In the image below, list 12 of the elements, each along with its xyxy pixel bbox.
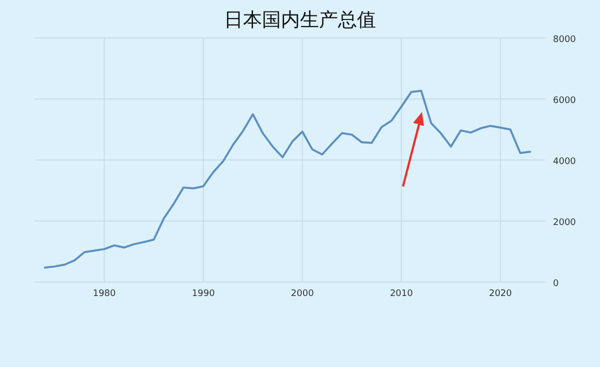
x-tick-label: 2000: [290, 289, 314, 299]
x-tick-label: 1980: [92, 289, 116, 299]
y-tick-label: 6000: [553, 96, 576, 106]
chart-title: 日本国内生产总值: [224, 9, 376, 31]
x-tick-label: 1990: [192, 289, 216, 299]
y-tick-label: 8000: [553, 35, 576, 45]
y-tick-label: 2000: [553, 218, 576, 228]
x-tick-label: 2010: [390, 289, 414, 299]
y-tick-label: 0: [553, 279, 559, 289]
x-tick-label: 2020: [488, 289, 512, 299]
y-tick-label: 4000: [553, 157, 576, 167]
line-series: [44, 90, 532, 269]
